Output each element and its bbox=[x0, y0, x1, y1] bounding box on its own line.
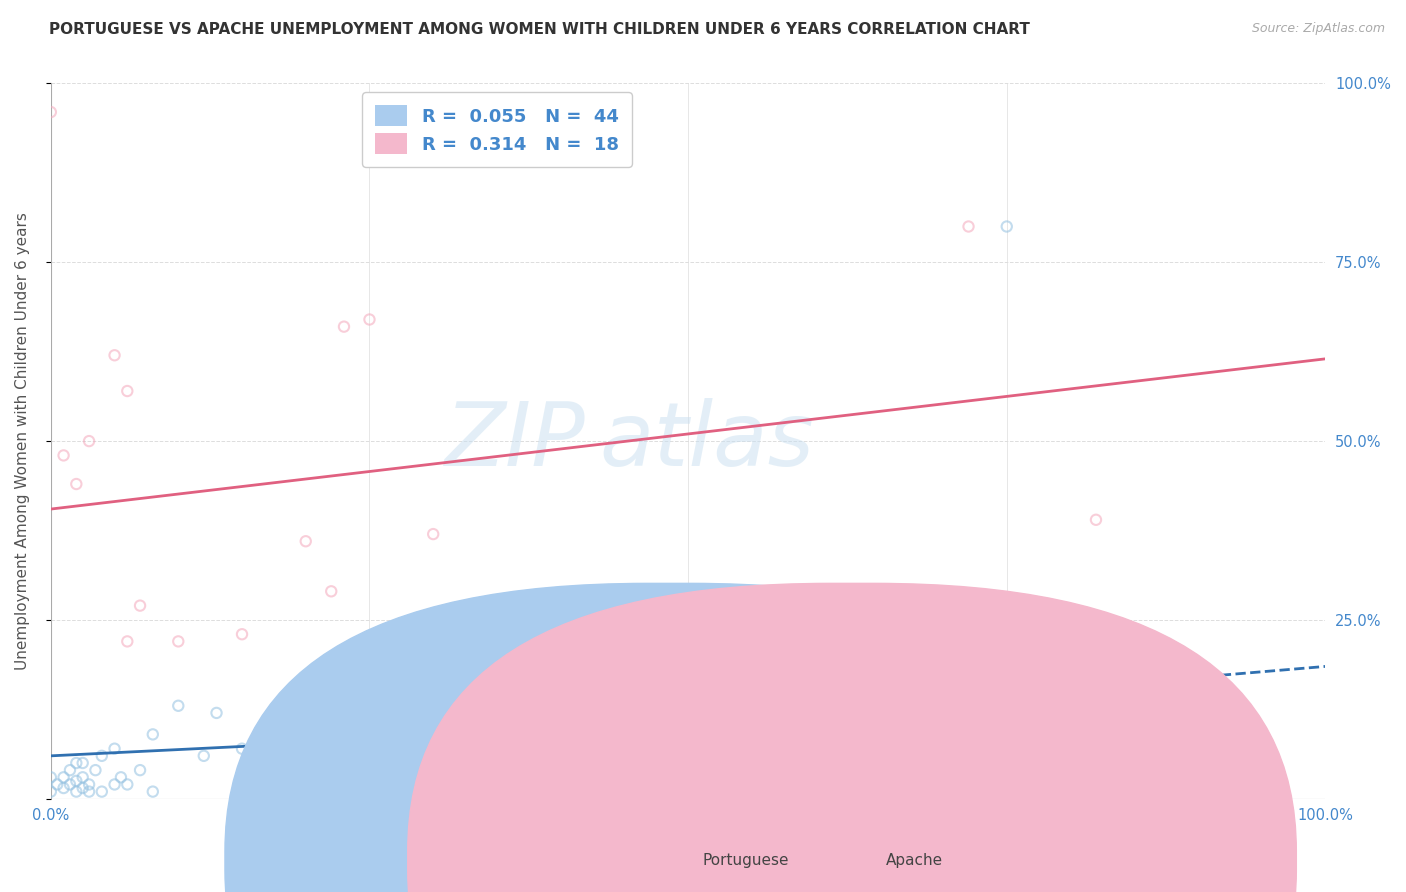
Point bbox=[84, 763, 107, 777]
Point bbox=[129, 763, 152, 777]
Point bbox=[193, 748, 215, 763]
Text: Apache: Apache bbox=[886, 854, 943, 868]
Point bbox=[676, 663, 699, 677]
Point bbox=[499, 698, 522, 713]
Point bbox=[103, 348, 125, 362]
Point bbox=[294, 706, 316, 720]
Point bbox=[39, 770, 62, 784]
Point bbox=[90, 748, 112, 763]
Point bbox=[205, 706, 228, 720]
Text: Source: ZipAtlas.com: Source: ZipAtlas.com bbox=[1251, 22, 1385, 36]
Text: ZIP: ZIP bbox=[446, 398, 586, 484]
Text: Portuguese: Portuguese bbox=[703, 854, 790, 868]
Point bbox=[321, 584, 343, 599]
Point bbox=[39, 105, 62, 120]
Point bbox=[65, 477, 87, 491]
Point bbox=[995, 219, 1018, 234]
Point bbox=[129, 599, 152, 613]
Point bbox=[294, 534, 316, 549]
Point bbox=[77, 777, 100, 791]
Point bbox=[588, 741, 610, 756]
Point bbox=[524, 741, 547, 756]
Point bbox=[256, 727, 278, 741]
Point bbox=[741, 684, 763, 698]
Point bbox=[117, 777, 139, 791]
Point bbox=[117, 384, 139, 398]
Point bbox=[167, 698, 190, 713]
Point bbox=[422, 527, 444, 541]
Point bbox=[72, 756, 94, 770]
Point bbox=[39, 784, 62, 798]
Y-axis label: Unemployment Among Women with Children Under 6 years: Unemployment Among Women with Children U… bbox=[15, 212, 30, 670]
Point bbox=[1161, 677, 1184, 691]
Point bbox=[359, 312, 381, 326]
Point bbox=[167, 634, 190, 648]
Point bbox=[231, 627, 253, 641]
Point bbox=[321, 684, 343, 698]
Point bbox=[110, 770, 132, 784]
Point bbox=[52, 780, 75, 795]
Point bbox=[550, 720, 572, 734]
Point bbox=[231, 741, 253, 756]
Point bbox=[103, 741, 125, 756]
Point bbox=[52, 770, 75, 784]
Point bbox=[142, 727, 165, 741]
Point bbox=[59, 763, 82, 777]
Point bbox=[626, 727, 648, 741]
Text: atlas: atlas bbox=[599, 398, 814, 484]
Point bbox=[77, 784, 100, 798]
Text: PORTUGUESE VS APACHE UNEMPLOYMENT AMONG WOMEN WITH CHILDREN UNDER 6 YEARS CORREL: PORTUGUESE VS APACHE UNEMPLOYMENT AMONG … bbox=[49, 22, 1031, 37]
Point bbox=[422, 706, 444, 720]
Point bbox=[77, 434, 100, 449]
Point bbox=[460, 748, 482, 763]
Point bbox=[957, 219, 980, 234]
Point bbox=[59, 777, 82, 791]
Point bbox=[1161, 720, 1184, 734]
Point bbox=[46, 777, 69, 791]
Point bbox=[384, 727, 406, 741]
Point bbox=[65, 773, 87, 788]
Point bbox=[52, 449, 75, 463]
Point bbox=[103, 777, 125, 791]
Point bbox=[72, 770, 94, 784]
Point bbox=[1085, 513, 1108, 527]
Point bbox=[72, 780, 94, 795]
Point bbox=[65, 756, 87, 770]
Point bbox=[333, 319, 356, 334]
Legend: R =  0.055   N =  44, R =  0.314   N =  18: R = 0.055 N = 44, R = 0.314 N = 18 bbox=[363, 93, 631, 167]
Point bbox=[65, 784, 87, 798]
Point bbox=[117, 634, 139, 648]
Point bbox=[142, 784, 165, 798]
Point bbox=[90, 784, 112, 798]
